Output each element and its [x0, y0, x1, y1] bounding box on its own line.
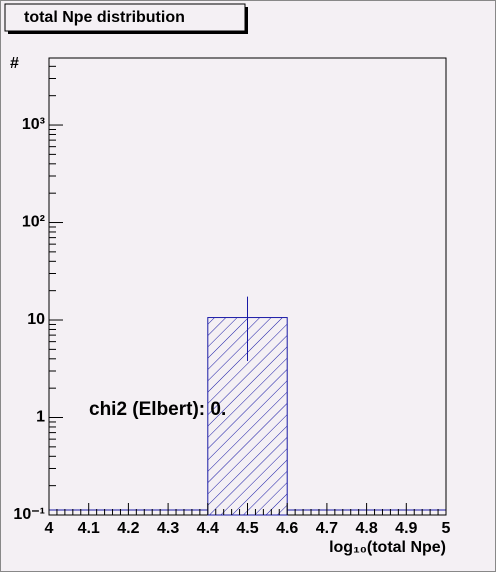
x-tick-label: 4.5 — [236, 520, 258, 537]
x-tick-label: 4.2 — [117, 520, 139, 537]
chart-title: total Npe distribution — [24, 9, 185, 26]
y-tick-label: 10³ — [22, 116, 45, 133]
x-tick-label: 4.7 — [316, 520, 338, 537]
x-tick-label: 4.8 — [355, 520, 377, 537]
annotation: chi2 (Elbert): 0. — [89, 399, 226, 420]
x-tick-label: 4.1 — [78, 520, 100, 537]
x-tick-label: 4 — [45, 520, 54, 537]
y-axis-label: # — [10, 55, 19, 72]
y-tick-label: 10 — [27, 311, 45, 328]
x-tick-label: 4.4 — [197, 520, 219, 537]
y-tick-label: 1 — [36, 409, 45, 426]
y-tick-label: 10⁻¹ — [13, 506, 45, 523]
title-box — [4, 3, 246, 32]
x-tick-label: 4.6 — [276, 520, 298, 537]
y-tick-label: 10² — [22, 214, 45, 231]
x-tick-label: 4.9 — [395, 520, 417, 537]
x-tick-label: 4.3 — [157, 520, 179, 537]
x-tick-label: 5 — [442, 520, 451, 537]
x-axis-label: log₁₀(total Npe) — [329, 539, 446, 556]
